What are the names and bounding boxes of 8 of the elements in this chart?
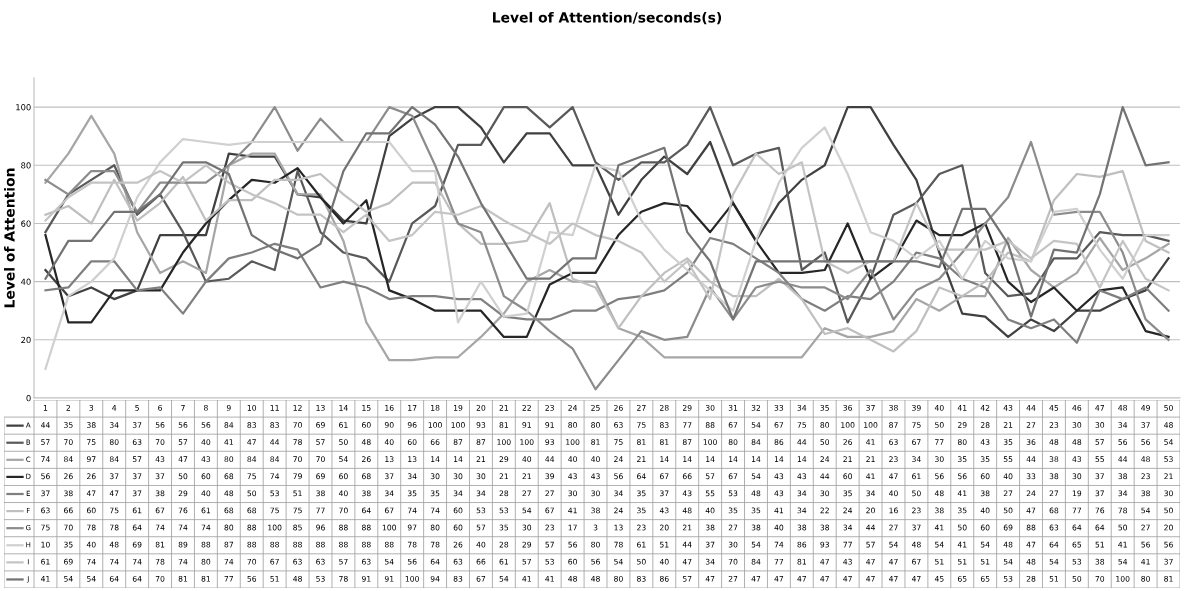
y-tick-label: 60 (21, 220, 31, 227)
chart-title: Level of Attention/seconds(s) (493, 11, 722, 25)
y-tick-label: 100 (16, 104, 31, 111)
y-tick-label: 0 (26, 394, 31, 402)
y-axis-title: Level of Attention (4, 168, 15, 308)
y-tick-label: 20 (21, 336, 31, 344)
y-tick-label: 80 (21, 162, 31, 169)
y-tick-label: 40 (21, 278, 31, 285)
